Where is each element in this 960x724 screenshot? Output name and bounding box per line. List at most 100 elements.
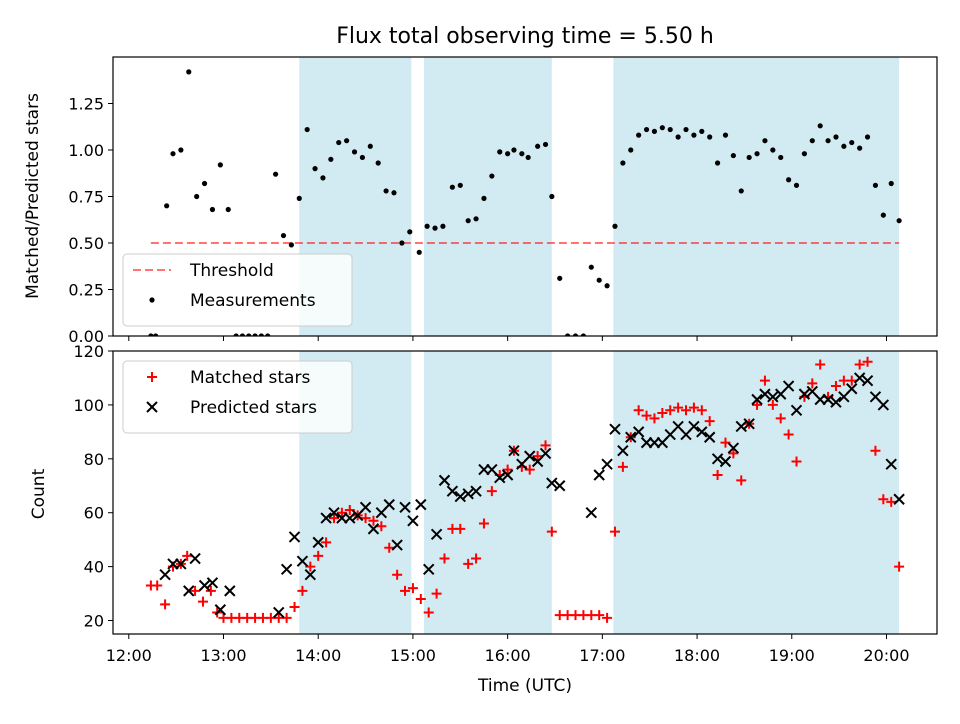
matched-stars-point (854, 359, 865, 370)
measurement-point (407, 229, 413, 235)
predicted-stars-point (822, 393, 834, 406)
matched-stars-point (807, 378, 818, 389)
matched-stars-point (321, 537, 332, 548)
count-panel: 20 40 60 80 100 120 12:00 13:00 14:00 15:00 16:00 1… (73, 342, 938, 665)
x-tick-label: 15:00 (390, 646, 436, 665)
measurement-point (651, 128, 658, 134)
measurement-point (636, 132, 642, 138)
matched-stars-point (182, 550, 193, 561)
measurement-point (872, 182, 879, 188)
measurement-point (849, 139, 855, 146)
measurement-point (351, 149, 358, 155)
measurement-point (209, 206, 216, 213)
predicted-stars-point (617, 445, 629, 457)
predicted-stars-point (175, 558, 187, 570)
y-tick-label: 40 (84, 558, 104, 577)
predicted-stars-point (861, 374, 874, 387)
matched-stars-point (471, 553, 482, 564)
predicted-stars-point (296, 555, 309, 567)
measurement-point (367, 143, 373, 149)
x-tick-label: 12:00 (106, 646, 152, 665)
measurement-point (304, 126, 310, 133)
measurement-point (465, 218, 471, 224)
matched-stars-point (649, 413, 660, 424)
matched-stars-point (862, 356, 873, 367)
matched-stars-point (602, 612, 613, 623)
measurement-point (359, 154, 366, 161)
predicted-stars-point (399, 501, 411, 514)
legend-predicted-swatch (146, 401, 158, 413)
matched-stars-point (289, 602, 300, 613)
matched-stars-point (368, 515, 379, 526)
predicted-stars-point (625, 431, 637, 443)
measurement-point (880, 212, 886, 218)
predicted-stars-point (893, 493, 905, 505)
observing-interval (613, 57, 900, 336)
measurement-point (596, 277, 602, 283)
matched-stars-point (886, 496, 897, 507)
measurement-point (296, 195, 302, 201)
measurement-point (375, 160, 381, 166)
predicted-stars-point (359, 501, 372, 514)
predicted-stars-point (696, 426, 708, 438)
measurement-point (258, 333, 264, 336)
matched-stars-point (384, 542, 395, 553)
predicted-stars-point (554, 480, 566, 492)
predicted-stars-point (524, 450, 536, 462)
predicted-stars-point (782, 380, 795, 392)
measurement-point (841, 143, 847, 149)
matched-stars-point (540, 440, 551, 451)
y-tick-label: 100 (73, 396, 104, 415)
y-tick-label: 0.50 (68, 234, 104, 253)
measurement-point (833, 134, 839, 140)
measurement-point (391, 190, 397, 196)
matched-stars-point (617, 461, 628, 472)
measurement-point (722, 132, 729, 138)
measurement-point (473, 216, 479, 222)
measurement-point (336, 139, 342, 146)
matched-stars-point (160, 599, 171, 610)
measurement-point (440, 223, 446, 229)
x-tick-label: 18:00 (674, 646, 720, 665)
measurement-point (778, 154, 784, 161)
measurement-point (572, 333, 579, 336)
legend-matched-swatch (147, 372, 157, 382)
matched-stars-point (328, 513, 339, 524)
predicted-stars-point (391, 539, 403, 551)
measurement-point (825, 138, 831, 144)
measurement-point (746, 154, 752, 161)
measurement-point (565, 333, 571, 336)
measurement-point (542, 141, 549, 148)
predicted-stars-point (214, 604, 227, 616)
measurement-point (449, 184, 455, 190)
predicted-stars-point (328, 507, 340, 519)
matched-stars-point (297, 585, 308, 596)
measurement-point (612, 223, 618, 229)
measurement-point (201, 180, 208, 187)
matched-stars-point (681, 405, 692, 416)
measurement-point (383, 188, 389, 194)
predicted-stars-point (423, 563, 435, 576)
measurement-point (239, 333, 246, 336)
predicted-stars-point (546, 477, 558, 489)
matched-stars-point (478, 518, 489, 529)
measurement-point (312, 166, 318, 172)
measurement-point (153, 333, 159, 336)
matched-stars-point (392, 569, 403, 580)
predicted-stars-point (790, 404, 803, 417)
matched-stars-point (759, 375, 770, 386)
measurement-point (683, 126, 689, 133)
legend-label: Threshold (189, 261, 274, 281)
predicted-stars-point (438, 474, 451, 487)
legend-label: Predicted stars (190, 398, 317, 418)
measurement-point (857, 145, 863, 151)
matched-stars-point (423, 607, 434, 618)
x-axis-label: Time (UTC) (477, 676, 572, 696)
matched-stars-point (673, 402, 684, 413)
measurement-point (457, 182, 463, 188)
y-tick-label: 0.75 (68, 188, 104, 207)
predicted-stars-point (280, 563, 293, 576)
top-y-axis-label: Matched/Predicted stars (23, 93, 43, 299)
matched-stars-point (846, 375, 857, 386)
legend-box (122, 253, 353, 327)
